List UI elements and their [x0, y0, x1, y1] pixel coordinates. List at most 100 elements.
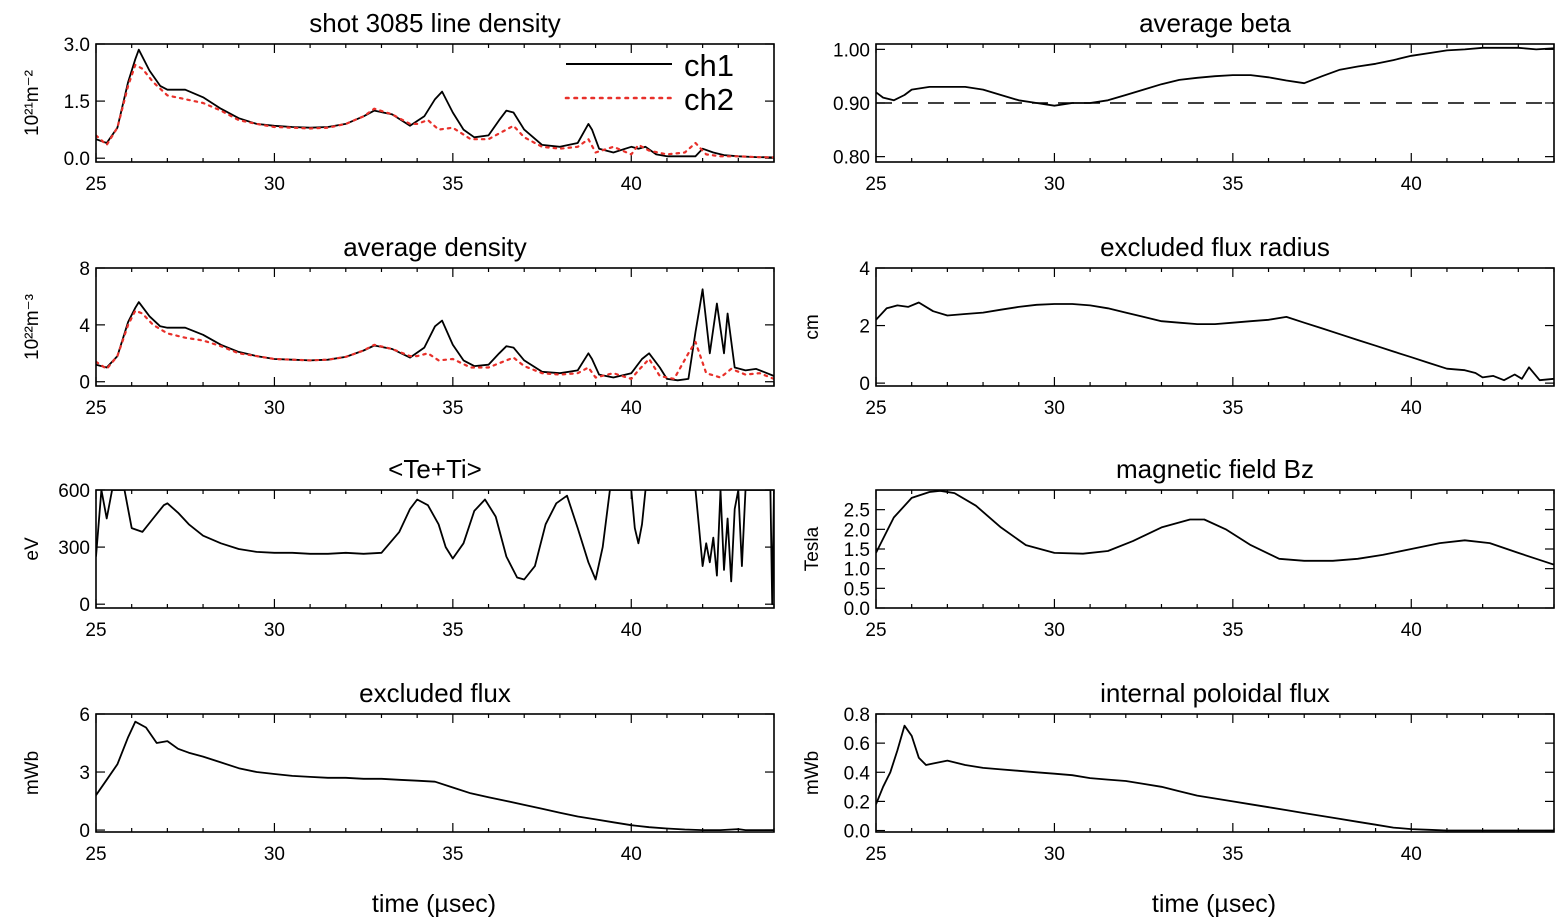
- x-tick-label: 25: [865, 844, 886, 865]
- y-tick-label: 0.0: [64, 149, 90, 170]
- y-tick-label: 300: [58, 538, 90, 559]
- y-tick-label: 0.4: [844, 763, 871, 784]
- y-axis-label: Tesla: [802, 526, 823, 571]
- y-tick-label: 0.0: [844, 599, 870, 620]
- x-tick-label: 30: [264, 844, 285, 865]
- x-tick-label: 40: [1401, 398, 1422, 419]
- y-tick-label: 1.5: [844, 540, 870, 561]
- chart-title: <Te+Ti>: [388, 454, 482, 484]
- plot-frame: [875, 43, 1555, 163]
- plot-frame: [95, 267, 775, 387]
- x-tick-label: 35: [1222, 620, 1243, 641]
- x-tick-label: 30: [1044, 844, 1065, 865]
- x-tick-label: 25: [85, 844, 106, 865]
- chart-title: magnetic field Bz: [1116, 454, 1314, 484]
- x-tick-label: 25: [865, 398, 886, 419]
- y-tick-label: 0: [79, 821, 90, 842]
- y-tick-label: 600: [58, 481, 90, 502]
- x-tick-label: 35: [1222, 174, 1243, 195]
- chart-title: average density: [343, 232, 527, 262]
- x-tick-label: 35: [442, 174, 463, 195]
- x-tick-label: 30: [264, 620, 285, 641]
- y-tick-label: 3.0: [64, 35, 90, 56]
- chart-title: shot 3085 line density: [309, 8, 561, 38]
- x-tick-label: 25: [85, 174, 106, 195]
- y-tick-label: 2.5: [844, 501, 870, 522]
- x-tick-label: 30: [1044, 398, 1065, 419]
- legend-label-ch1: ch1: [684, 48, 734, 83]
- y-tick-label: 1.00: [833, 40, 870, 61]
- x-tick-label: 40: [621, 620, 642, 641]
- y-axis-label: mWb: [22, 751, 43, 795]
- x-tick-label: 30: [264, 398, 285, 419]
- y-tick-label: 0.8: [844, 705, 870, 726]
- plot-frame: [95, 43, 775, 163]
- chart-p1: shot 3085 line density 10²¹m⁻² 25 30 35 40 0.0…: [22, 8, 775, 195]
- chart-p6: magnetic field Bz Tesla 25 30 35 40 0.00.51.01…: [802, 454, 1555, 641]
- chart-title: excluded flux: [359, 678, 511, 708]
- y-tick-label: 0.0: [844, 822, 870, 843]
- y-tick-label: 0: [79, 595, 90, 616]
- x-tick-label: 35: [1222, 844, 1243, 865]
- y-tick-label: 0.6: [844, 734, 870, 755]
- series-line-trace-0: [876, 724, 1554, 832]
- x-tick-label: 25: [85, 398, 106, 419]
- series-line-trace-0: [876, 301, 1554, 382]
- series-line-ch1-0: [96, 288, 774, 382]
- chart-p4: excluded flux radius cm 25 30 35 40 0 2 4: [802, 232, 1555, 419]
- y-tick-label: 3: [79, 763, 90, 784]
- y-tick-label: 1.5: [64, 92, 90, 113]
- plot-frame: [875, 489, 1555, 609]
- chart-p7: excluded flux mWb 25 30 35 40 0 3 6: [22, 678, 775, 865]
- y-tick-label: 1.0: [844, 560, 870, 581]
- y-tick-label: 2.0: [844, 520, 870, 541]
- y-tick-label: 2: [859, 317, 870, 338]
- chart-title: internal poloidal flux: [1100, 678, 1330, 708]
- x-tick-label: 30: [1044, 620, 1065, 641]
- chart-p5: <Te+Ti> eV 25 30 35 40 0 300 600: [22, 454, 775, 641]
- legend-label-ch2: ch2: [684, 82, 734, 117]
- x-tick-label: 35: [1222, 398, 1243, 419]
- y-tick-label: 4: [79, 316, 90, 337]
- chart-p8: internal poloidal flux mWb 25 30 35 40 0.0 0.2 0…: [802, 678, 1555, 865]
- y-axis-label: eV: [22, 537, 43, 561]
- x-tick-label: 40: [621, 398, 642, 419]
- y-axis-label: mWb: [802, 751, 823, 795]
- series-line-ch2-1: [96, 63, 774, 159]
- y-tick-label: 0.5: [844, 579, 870, 600]
- chart-p2: average beta 25 30 35 40 0.80 0.90 1.00: [833, 8, 1555, 195]
- series-line-ch2-1: [96, 309, 774, 380]
- y-tick-label: 0.80: [833, 148, 870, 169]
- x-tick-label: 25: [865, 174, 886, 195]
- y-axis-label: cm: [802, 314, 823, 339]
- y-tick-label: 0.2: [844, 792, 870, 813]
- plot-frame: [95, 713, 775, 833]
- series-line-trace-0: [96, 720, 774, 831]
- plot-frame: [95, 489, 775, 609]
- series-line-trace-0: [876, 490, 1554, 566]
- series-line-trace-0: [96, 490, 774, 606]
- y-axis-label: 10²¹m⁻²: [22, 70, 43, 136]
- y-tick-label: 0.90: [833, 94, 870, 115]
- chart-title: average beta: [1139, 8, 1291, 38]
- x-axis-label-left: time (µsec): [372, 890, 496, 918]
- plot-frame: [875, 267, 1555, 387]
- x-tick-label: 35: [442, 398, 463, 419]
- x-tick-label: 40: [1401, 174, 1422, 195]
- x-tick-label: 40: [621, 844, 642, 865]
- x-tick-label: 25: [865, 620, 886, 641]
- chart-p3: average density 10²²m⁻³ 25 30 35 40 0 4 8: [22, 232, 775, 419]
- y-tick-label: 8: [79, 259, 90, 280]
- series-line-ch1-0: [96, 48, 774, 159]
- y-tick-label: 6: [79, 705, 90, 726]
- y-tick-label: 0: [79, 373, 90, 394]
- y-tick-label: 4: [859, 259, 870, 280]
- x-tick-label: 40: [1401, 844, 1422, 865]
- series-line-trace-0: [876, 46, 1554, 107]
- chart-title: excluded flux radius: [1100, 232, 1330, 262]
- x-tick-label: 30: [264, 174, 285, 195]
- x-tick-label: 35: [442, 620, 463, 641]
